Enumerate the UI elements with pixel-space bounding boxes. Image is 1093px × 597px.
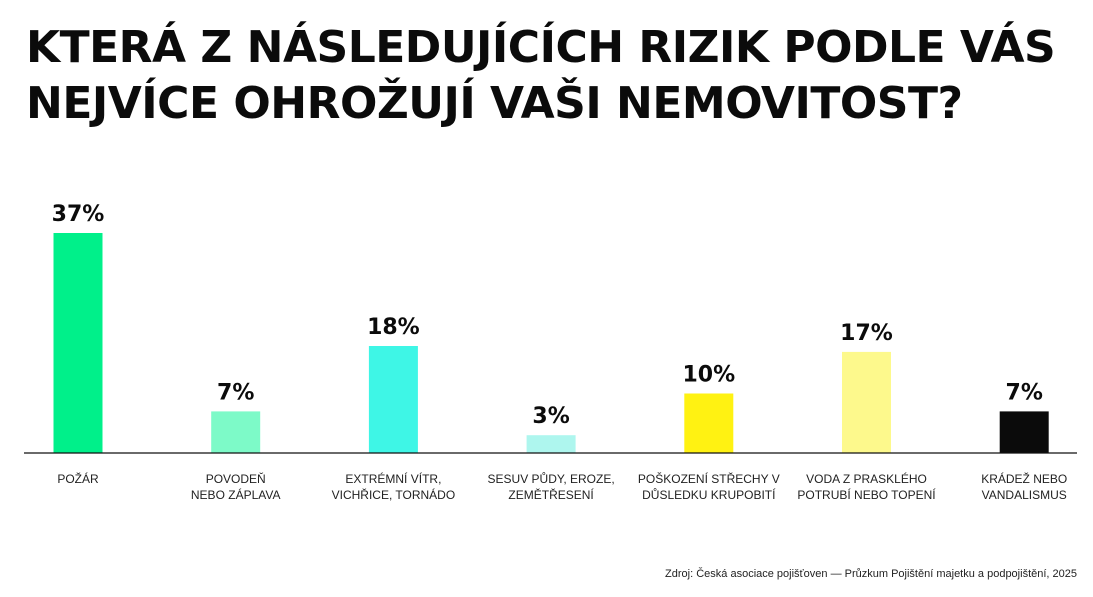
- source-note: Zdroj: Česká asociace pojišťoven — Průzk…: [665, 568, 1077, 580]
- bar-5: [842, 351, 891, 453]
- value-label-4: 10%: [682, 363, 735, 388]
- category-label-1: POVODEŇ NEBO ZÁPLAVA: [191, 471, 281, 502]
- bar-6: [999, 411, 1049, 453]
- bar-chart: 37% 7% 18% 3% 10% 17% 7% POŽÁR POVODEŇ NEBO ZÁPL…: [24, 202, 1077, 502]
- value-label-1: 7%: [217, 380, 254, 405]
- category-label-2: EXTRÉMNÍ VÍTR, VICHŘICE, TORNÁDO: [332, 471, 456, 502]
- bars-group: [53, 233, 1049, 453]
- category-label-0: POŽÁR: [57, 471, 99, 486]
- category-labels-group: POŽÁR POVODEŇ NEBO ZÁPLAVA EXTRÉMNÍ VÍTR, VI…: [57, 471, 1067, 502]
- bar-1: [211, 411, 261, 453]
- bar-4: [684, 393, 734, 453]
- category-label-3: SESUV PŮDY, EROZE, ZEMĚTŘESENÍ: [488, 471, 615, 502]
- value-label-3: 3%: [532, 404, 569, 429]
- category-label-5: VODA Z PRASKLÉHO POTRUBÍ NEBO TOPENÍ: [797, 471, 936, 502]
- category-label-4: POŠKOZENÍ STŘECHY V DŮSLEDKU KRUPOBITÍ: [638, 471, 780, 502]
- chart-title: KTERÁ Z NÁSLEDUJÍCÍCH RIZIK PODLE VÁS NE…: [26, 22, 1056, 129]
- value-label-0: 37%: [52, 202, 105, 227]
- bar-0: [53, 233, 103, 453]
- value-label-2: 18%: [367, 315, 420, 340]
- bar-2: [368, 346, 418, 453]
- category-label-6: KRÁDEŽ NEBO VANDALISMUS: [981, 471, 1067, 502]
- value-label-6: 7%: [1006, 380, 1043, 405]
- value-label-5: 17%: [840, 321, 893, 346]
- bar-3: [526, 435, 576, 453]
- value-labels-group: 37% 7% 18% 3% 10% 17% 7%: [52, 202, 1043, 429]
